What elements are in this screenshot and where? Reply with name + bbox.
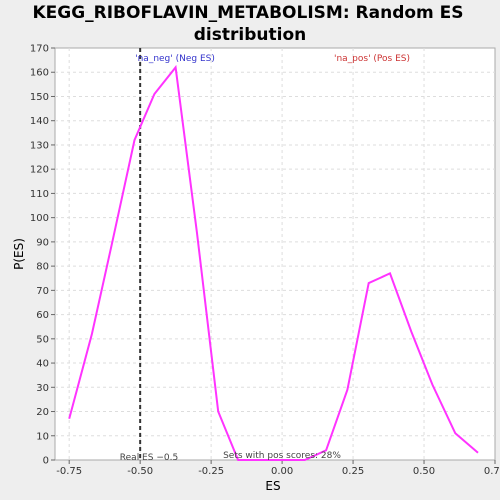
series-line [68, 64, 479, 461]
real-es-label: Real ES −0.5 [120, 453, 178, 463]
x-tick-label: -0.25 [198, 466, 224, 477]
neg-es-label: 'na_neg' (Neg ES) [135, 54, 215, 64]
x-tick-label: 0.00 [271, 466, 293, 477]
y-tick-label: 160 [30, 68, 49, 79]
y-tick-label: 110 [30, 189, 49, 200]
x-tick-label: 0.75 [484, 466, 500, 477]
plot-area [54, 47, 496, 461]
y-tick-label: 0 [43, 456, 49, 467]
x-tick-label: -0.50 [127, 466, 153, 477]
y-tick-label: 170 [30, 44, 49, 55]
y-tick-label: 10 [36, 431, 49, 442]
y-tick-label: 40 [36, 359, 49, 370]
pos-es-label: 'na_pos' (Pos ES) [334, 54, 410, 64]
x-tick-label: 0.25 [342, 466, 364, 477]
y-tick-label: 20 [36, 407, 49, 418]
y-axis-ticks: 0 10 20 30 40 50 60 70 80 90 100 110 120 130 140 150 160… [30, 44, 55, 467]
chart-title-line2: distribution [194, 25, 306, 45]
chart-title-line1: KEGG_RIBOFLAVIN_METABOLISM: Random ES [32, 3, 463, 23]
y-tick-label: 140 [30, 116, 49, 127]
y-tick-label: 150 [30, 92, 49, 103]
x-tick-label: 0.50 [413, 466, 435, 477]
y-axis-label: P(ES) [12, 238, 26, 270]
x-tick-label: -0.75 [56, 466, 82, 477]
y-tick-label: 130 [30, 140, 49, 151]
pos-scores-label: Sets with pos scores: 28% [223, 451, 341, 461]
y-tick-label: 50 [36, 334, 49, 345]
y-tick-label: 120 [30, 165, 49, 176]
x-axis-label: ES [265, 479, 280, 493]
y-tick-label: 30 [36, 383, 49, 394]
y-tick-label: 70 [36, 286, 49, 297]
y-tick-label: 100 [30, 213, 49, 224]
y-tick-label: 80 [36, 262, 49, 273]
y-tick-label: 90 [36, 237, 49, 248]
y-tick-label: 60 [36, 310, 49, 321]
